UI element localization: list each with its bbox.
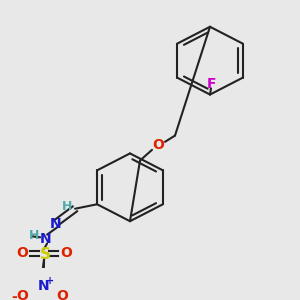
Text: O: O bbox=[60, 246, 72, 260]
Text: N: N bbox=[37, 279, 49, 293]
Text: -: - bbox=[11, 290, 17, 300]
Text: O: O bbox=[16, 289, 28, 300]
Text: F: F bbox=[207, 77, 217, 91]
Text: O: O bbox=[56, 289, 68, 300]
Text: N: N bbox=[49, 217, 61, 231]
Text: H: H bbox=[62, 200, 72, 213]
Text: +: + bbox=[46, 276, 54, 286]
Text: O: O bbox=[152, 138, 164, 152]
Text: N: N bbox=[39, 232, 51, 246]
Text: H: H bbox=[29, 229, 39, 242]
Text: S: S bbox=[40, 247, 51, 262]
Text: O: O bbox=[16, 246, 28, 260]
